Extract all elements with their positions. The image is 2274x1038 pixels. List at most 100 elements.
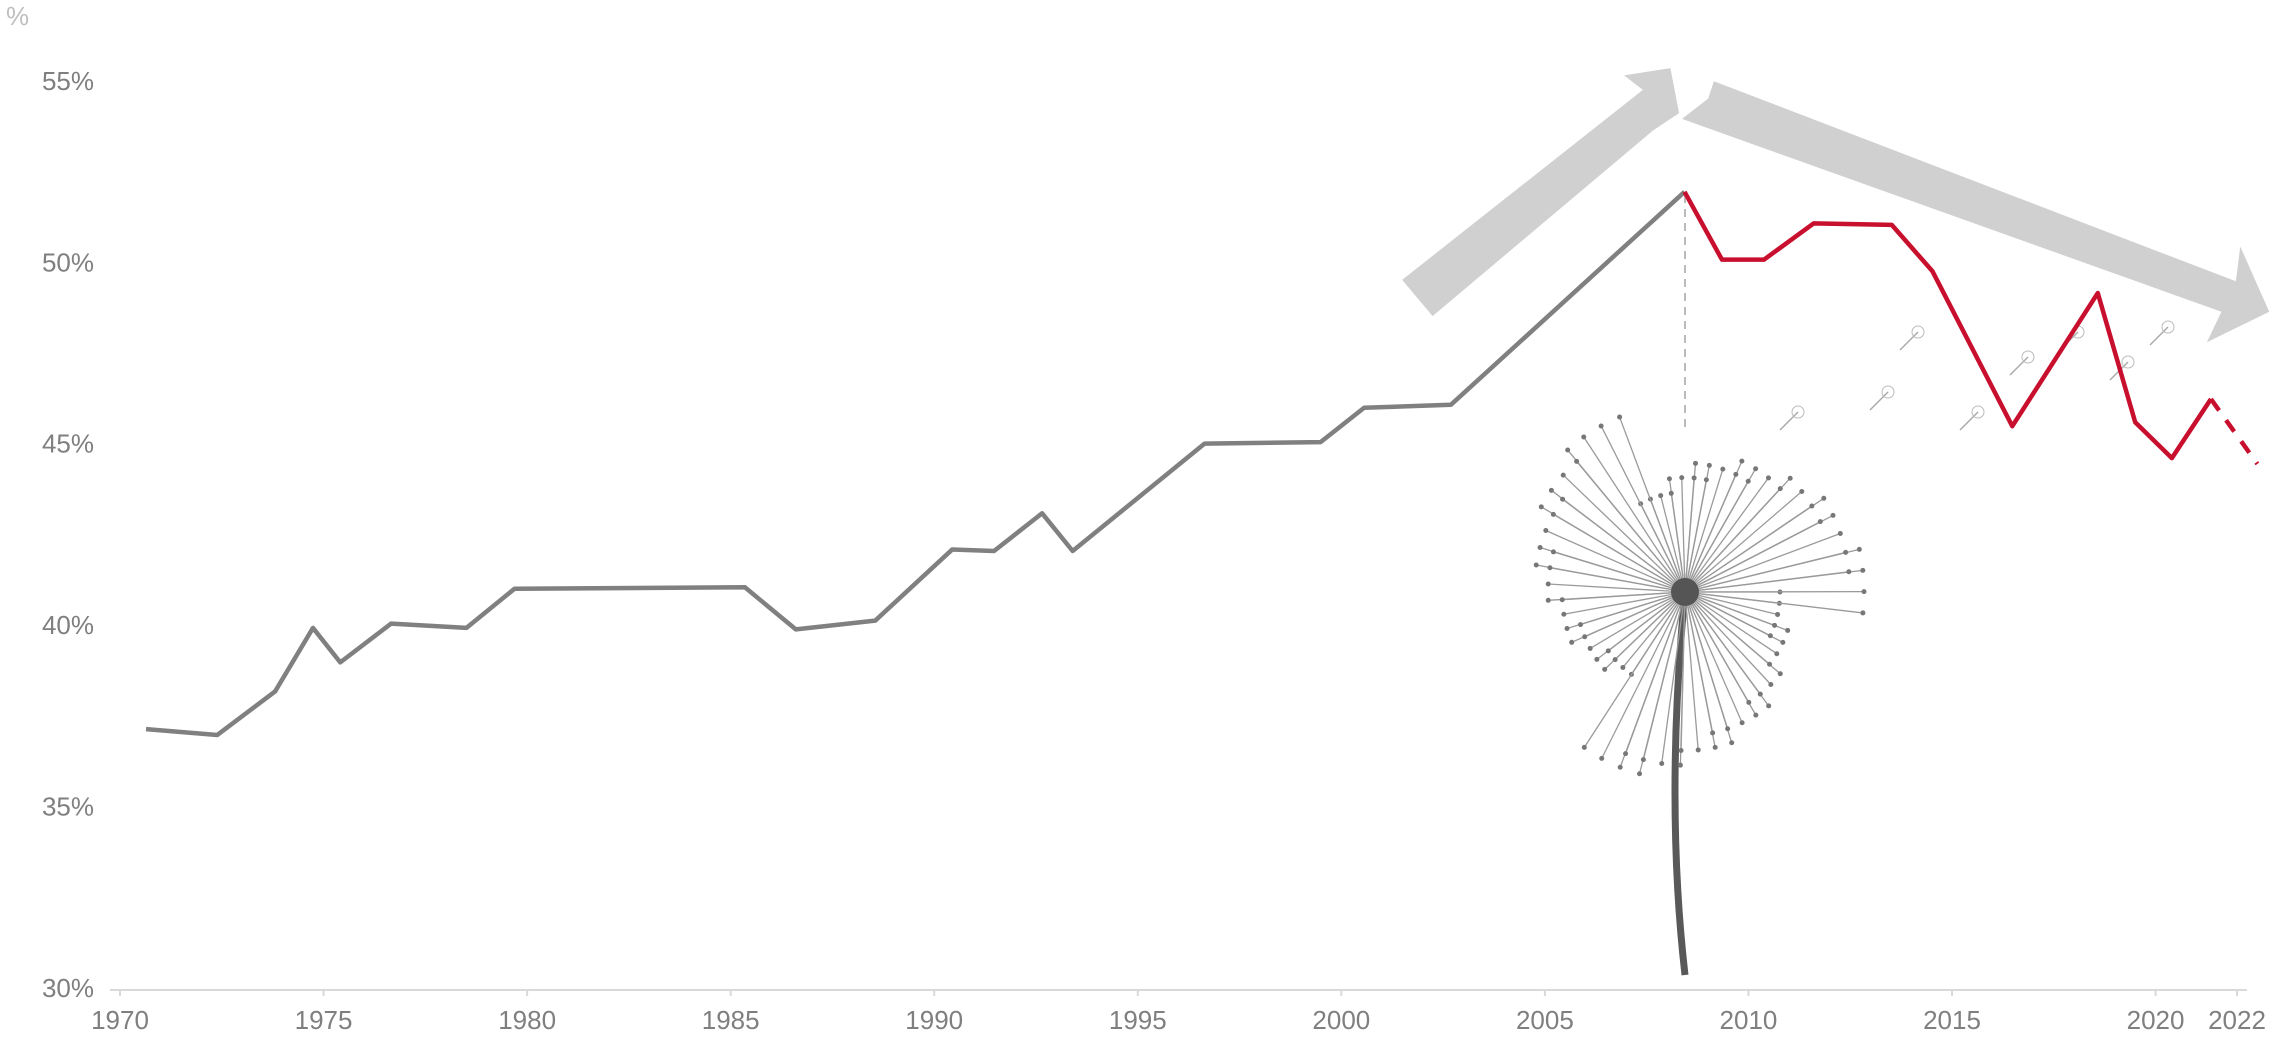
seed-tip: [1658, 493, 1664, 499]
seed-ray: [1580, 591, 1686, 626]
floating-seed: [1779, 411, 1799, 431]
seed-tip: [1720, 466, 1726, 472]
seed-ray: [1684, 591, 1771, 637]
seed-tip: [1548, 487, 1554, 493]
seed-ray: [1684, 479, 1707, 593]
seed-ray: [1684, 591, 1699, 750]
seed-tip: [1780, 639, 1786, 645]
seed-tip: [1710, 730, 1716, 736]
seed-tip: [1637, 771, 1643, 777]
seed-tip: [1582, 634, 1588, 640]
arrows: [1402, 68, 2270, 343]
seed-tip: [1587, 645, 1593, 651]
seed-tip: [1753, 466, 1759, 472]
seed-ray: [1684, 505, 1813, 593]
y-tick-label: 35%: [42, 791, 94, 821]
seed-tip: [1846, 569, 1852, 575]
seed-tip: [1739, 458, 1745, 464]
x-tick-label: 1985: [702, 1005, 760, 1035]
seed-tip: [1617, 414, 1623, 420]
seed-ray: [1576, 460, 1686, 593]
seed-ray: [1562, 498, 1686, 593]
line: [2209, 397, 2260, 466]
seed-tip: [1578, 622, 1584, 628]
floating-seed: [2149, 326, 2169, 346]
floating-seed: [2009, 356, 2029, 376]
x-tick-label: 2000: [1312, 1005, 1370, 1035]
y-tick-label: 40%: [42, 610, 94, 640]
x-tick-label: 2005: [1516, 1005, 1574, 1035]
floating-seed: [1869, 391, 1889, 411]
seed-tip: [1860, 610, 1866, 616]
seed-ray: [1684, 551, 1846, 593]
x-tick-label: 1970: [91, 1005, 149, 1035]
seed-ray: [1684, 571, 1849, 593]
seed-tip: [1746, 699, 1752, 705]
seed-ray: [1607, 591, 1686, 652]
seed-tip: [1561, 611, 1567, 617]
floating-seed-tip: [2021, 350, 2035, 364]
seed-ray: [1549, 567, 1686, 593]
dandelion: [1533, 195, 2175, 976]
seed-tip: [1809, 503, 1815, 509]
seed-ray: [1684, 468, 1724, 593]
seed-ray: [1589, 591, 1686, 649]
seed-tip: [1765, 475, 1771, 481]
floating-seed-tip: [1911, 325, 1925, 339]
seed-tip: [1659, 761, 1665, 767]
down-arrow: [1682, 81, 2270, 343]
seed-tip: [1559, 597, 1565, 603]
x-tick-label: 2020: [2127, 1005, 2185, 1035]
seed-tip: [1856, 546, 1862, 552]
seed-tip: [1550, 511, 1556, 517]
seed-ray: [1600, 425, 1686, 593]
seed-tip: [1543, 528, 1549, 534]
seed-tip: [1768, 682, 1774, 688]
seed-tip: [1766, 703, 1772, 709]
seed-tip: [1757, 691, 1763, 697]
floating-seed-tip: [2161, 320, 2175, 334]
seed-ray: [1684, 477, 1769, 593]
seed-ray: [1670, 493, 1686, 593]
seed-tip: [1565, 447, 1571, 453]
seed-tip: [1739, 720, 1745, 726]
seed-tip: [1640, 757, 1646, 763]
seed-ray: [1584, 591, 1686, 638]
y-tick-label: 50%: [42, 247, 94, 277]
seed-ray: [1562, 474, 1686, 593]
floating-seed: [1959, 411, 1979, 431]
seed-tip: [1799, 488, 1805, 494]
seed-ray: [1684, 591, 1743, 724]
seed-ray: [1684, 591, 1772, 685]
seed-ray: [1684, 591, 1761, 695]
seed-ray: [1601, 591, 1686, 759]
floating-seed-tip: [1881, 385, 1895, 399]
seed-tip: [1545, 597, 1551, 603]
seed-tip: [1774, 651, 1780, 657]
seed-ray: [1583, 436, 1686, 593]
seed-tip: [1545, 581, 1551, 587]
seed-tip: [1772, 622, 1778, 628]
seed-ray: [1684, 591, 1778, 616]
seed-ray: [1563, 591, 1686, 615]
seed-ray: [1548, 583, 1686, 593]
seed-ray: [1562, 591, 1686, 601]
seed-ray: [1622, 591, 1686, 668]
seed-ray: [1660, 495, 1686, 593]
seed-tip: [1574, 458, 1580, 464]
seed-ray: [1681, 477, 1686, 593]
floating-seed-tip: [1791, 405, 1805, 419]
seed-tip: [1612, 657, 1618, 663]
seed-tip: [1821, 495, 1827, 501]
seed-ray: [1684, 532, 1841, 593]
seed-tip: [1843, 549, 1849, 555]
seed-tip: [1785, 627, 1791, 633]
y-tick-label: 55%: [42, 66, 94, 96]
x-tick-label: 1975: [295, 1005, 353, 1035]
seed-tip: [1691, 475, 1697, 481]
seed-tip: [1617, 764, 1623, 770]
seed-tip: [1599, 755, 1605, 761]
seed-tip: [1693, 460, 1699, 466]
seed-ray: [1553, 513, 1686, 593]
